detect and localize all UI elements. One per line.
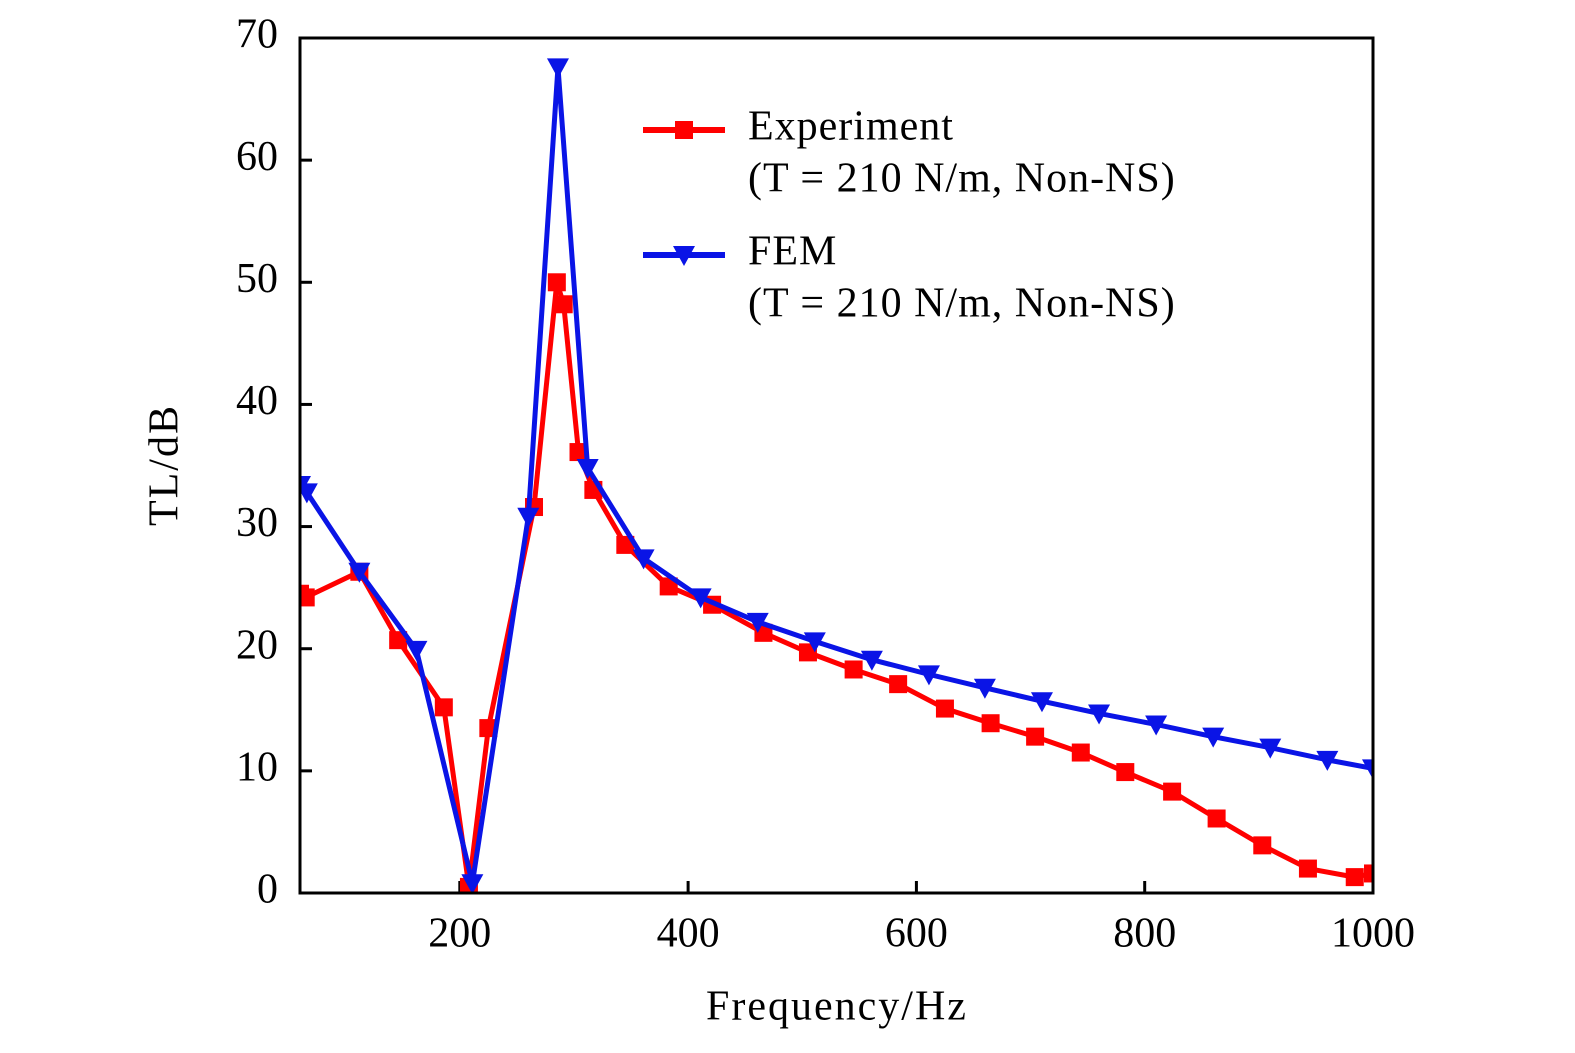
legend-note: (T = 210 N/m, Non-NS)	[748, 156, 1176, 202]
x-tick-label: 400	[657, 911, 720, 957]
marker	[803, 632, 826, 653]
marker	[1030, 692, 1053, 713]
plot-frame	[298, 36, 1375, 895]
marker	[675, 121, 693, 139]
marker	[547, 273, 566, 292]
series-line	[300, 279, 1373, 890]
marker	[517, 507, 540, 528]
x-tick-label: 600	[885, 911, 948, 957]
marker	[844, 660, 863, 679]
marker	[1026, 727, 1045, 746]
marker	[659, 577, 678, 596]
marker	[405, 640, 428, 661]
y-tick-label: 70	[236, 12, 278, 58]
marker	[917, 665, 940, 686]
marker	[1259, 738, 1282, 759]
marker	[569, 443, 588, 462]
y-tick-label: 50	[236, 256, 278, 302]
marker	[1163, 782, 1182, 801]
marker	[673, 246, 695, 266]
marker	[348, 562, 371, 583]
series-line	[300, 64, 1373, 886]
marker	[1071, 743, 1090, 762]
legend-label: Experiment	[748, 104, 954, 150]
marker	[1362, 759, 1373, 780]
y-axis-label: TL/dB	[142, 404, 188, 526]
marker	[300, 483, 318, 504]
x-axis-label: Frequency/Hz	[706, 984, 968, 1030]
marker	[981, 714, 1000, 733]
marker	[1145, 715, 1168, 736]
marker	[576, 458, 599, 479]
marker	[1116, 763, 1135, 782]
y-tick-label: 0	[257, 867, 278, 913]
marker	[1253, 836, 1272, 855]
y-tick-label: 20	[236, 622, 278, 668]
marker	[434, 698, 453, 717]
marker	[554, 295, 573, 314]
marker	[935, 699, 954, 718]
marker	[860, 650, 883, 671]
marker	[546, 58, 569, 79]
marker	[389, 631, 408, 650]
x-tick-label: 1000	[1331, 911, 1415, 957]
marker	[1202, 727, 1225, 748]
legend-note: (T = 210 N/m, Non-NS)	[748, 281, 1176, 327]
marker	[889, 675, 908, 694]
marker	[300, 476, 311, 497]
marker	[1207, 809, 1226, 828]
plot-area	[300, 58, 1373, 893]
marker	[1088, 704, 1111, 725]
marker	[1316, 750, 1339, 771]
legend-label: FEM	[748, 229, 837, 275]
y-tick-label: 60	[236, 134, 278, 180]
marker	[746, 612, 769, 633]
y-tick-label: 30	[236, 500, 278, 546]
x-tick-label: 800	[1113, 911, 1176, 957]
y-tick-label: 40	[236, 378, 278, 424]
x-tick-label: 200	[428, 911, 491, 957]
marker	[1345, 868, 1364, 887]
marker	[461, 874, 484, 893]
marker	[300, 588, 315, 607]
marker	[973, 678, 996, 699]
marker	[1364, 864, 1373, 883]
y-tick-label: 10	[236, 744, 278, 790]
marker	[689, 588, 712, 609]
marker	[632, 549, 655, 570]
marker	[1298, 859, 1317, 878]
